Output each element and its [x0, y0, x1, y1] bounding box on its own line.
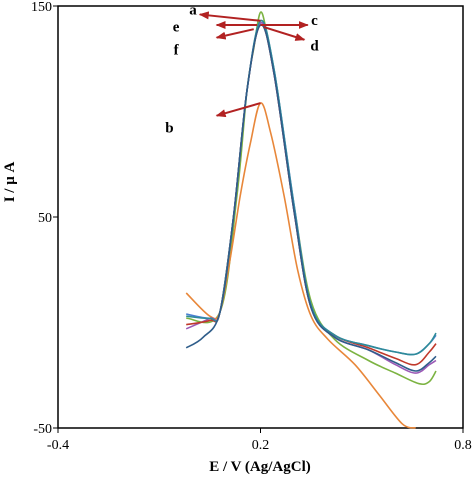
x-tick-label: 0.8: [454, 438, 472, 453]
curve-label-a: a: [189, 2, 197, 18]
annotation-arrow-d: [263, 26, 306, 41]
series-line-d: [185, 22, 437, 374]
annotation-arrows: [198, 11, 309, 118]
curve-label-b: b: [165, 121, 173, 137]
series-line-a: [186, 11, 437, 386]
x-tick-label: 0.2: [252, 438, 270, 453]
x-axis-title: E / V (Ag/AgCl): [209, 459, 311, 475]
series-lines: [185, 11, 437, 429]
curve-label-e: e: [173, 19, 180, 35]
curve-labels: a c e d f b: [165, 2, 319, 136]
x-axis-ticks: -0.4 0.2 0.8: [47, 428, 472, 453]
y-tick-label: 150: [31, 0, 52, 15]
curve-label-d: d: [310, 38, 319, 54]
series-line-b: [185, 102, 416, 429]
y-tick-label: -50: [33, 422, 52, 437]
annotation-arrow-b: [215, 102, 261, 118]
series-line-e: [186, 24, 437, 366]
y-axis-ticks: -50 50 150: [31, 0, 58, 437]
plot-area-frame: [57, 5, 464, 429]
annotation-arrow-a: [198, 11, 261, 22]
annotation-arrow-f: [215, 28, 254, 40]
series-line-unlabeled-6: [185, 24, 437, 372]
y-tick-label: 50: [38, 211, 52, 226]
curve-label-f: f: [174, 43, 180, 59]
series-line-f: [186, 19, 437, 356]
y-axis-title: I / μ A: [2, 162, 18, 203]
curve-label-c: c: [311, 13, 318, 29]
x-tick-label: -0.4: [47, 438, 69, 453]
